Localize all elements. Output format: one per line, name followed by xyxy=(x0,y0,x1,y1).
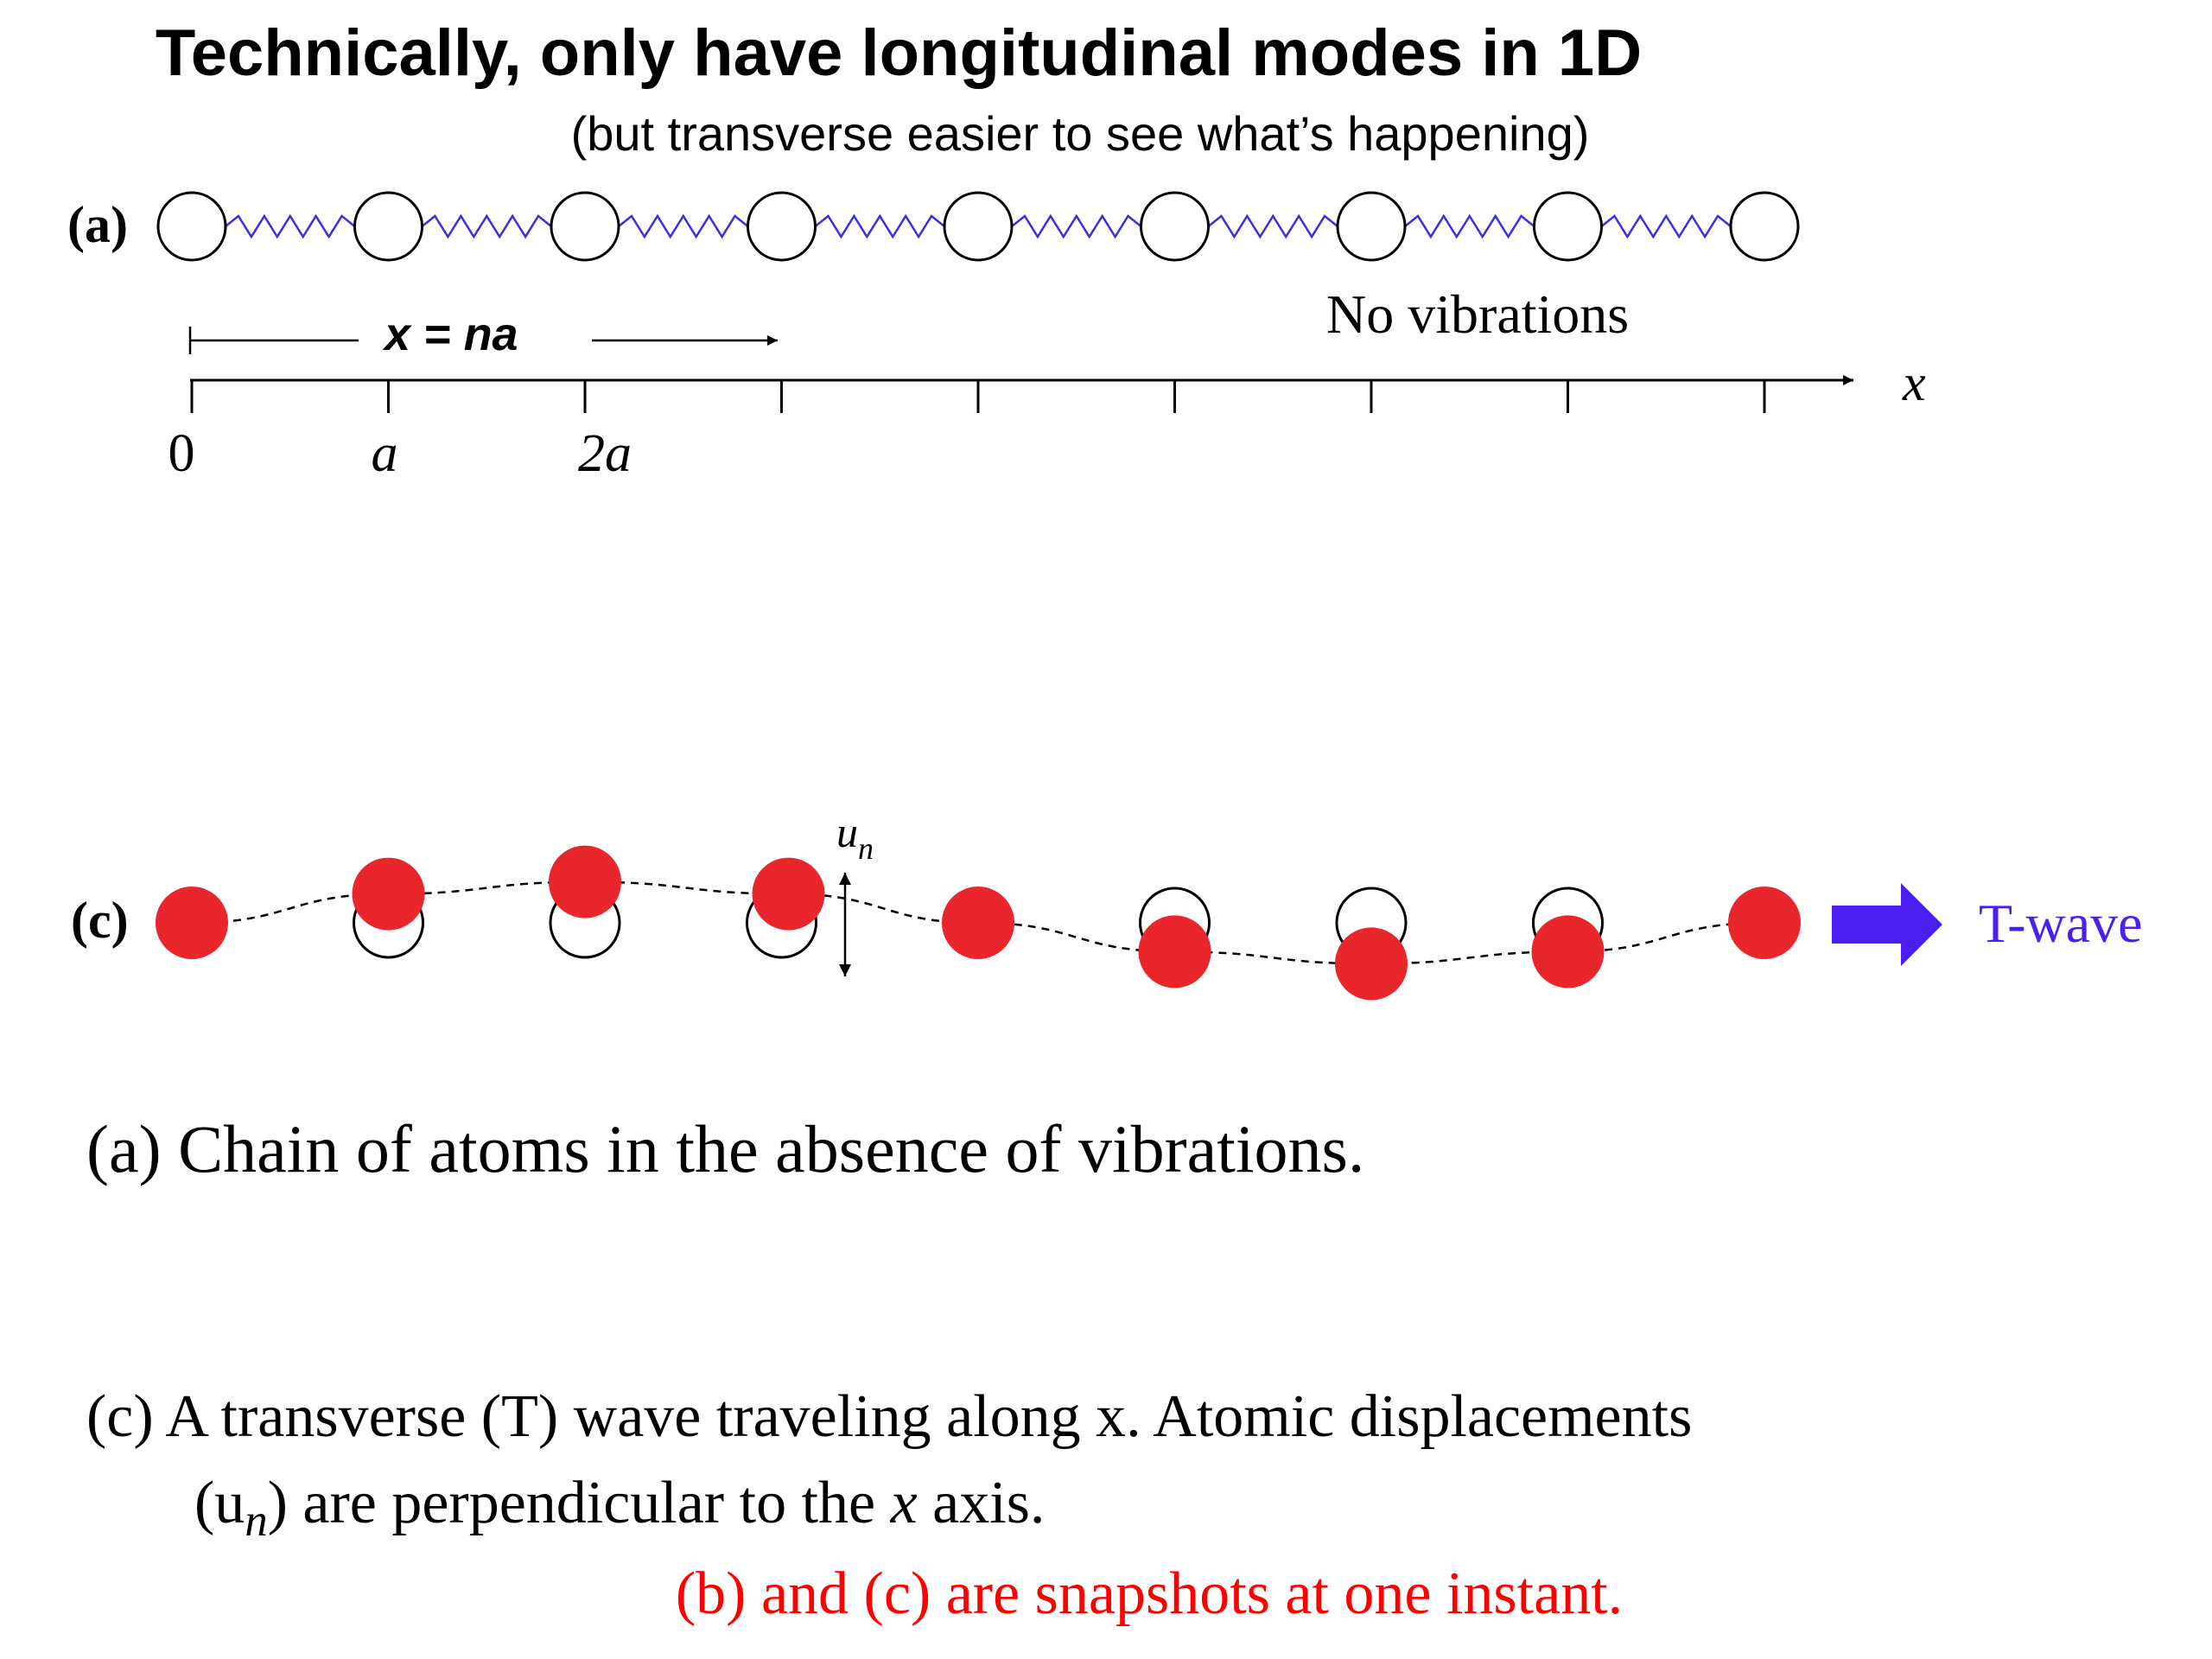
atom-rest xyxy=(747,191,817,262)
tick-label-0: 0 xyxy=(168,424,195,483)
displacement-label: un xyxy=(836,808,874,866)
panel-c-label: (c) xyxy=(71,892,129,949)
caption-note: (b) and (c) are snapshots at one instant… xyxy=(675,1560,1624,1627)
atom-displaced xyxy=(1138,915,1211,988)
no-vibrations-label: No vibrations xyxy=(1326,283,1629,345)
spring xyxy=(1207,213,1338,239)
wave-direction-arrow xyxy=(1832,883,1942,966)
atom-displaced xyxy=(942,887,1014,959)
page-subtitle: (but transverse easier to see what’s hap… xyxy=(570,106,1590,161)
phonon-diagram: (a) No vibrations x = na x 0 a 2a (c) un… xyxy=(67,191,2143,1001)
spring xyxy=(1404,213,1535,239)
atom-displaced xyxy=(752,857,825,931)
page-title: Technically, only have longitudinal mode… xyxy=(155,16,1643,90)
spring xyxy=(421,213,552,239)
atom-rest xyxy=(353,191,423,262)
spring xyxy=(814,213,945,239)
spring xyxy=(618,213,749,239)
spring xyxy=(225,213,356,239)
atom-displaced xyxy=(1728,887,1801,959)
atom-rest xyxy=(156,191,227,262)
spring xyxy=(1600,213,1732,239)
atom-rest xyxy=(1729,191,1800,262)
wave-label: T-wave xyxy=(1979,893,2143,954)
spring-chain xyxy=(225,213,1732,239)
atom-rest xyxy=(1140,191,1210,262)
caption-c-line1: (c) A transverse (T) wave traveling alon… xyxy=(86,1383,1693,1450)
atom-rest xyxy=(550,191,620,262)
atom-rest xyxy=(943,191,1014,262)
tick-label-a: a xyxy=(372,424,398,483)
atom-displaced xyxy=(156,887,228,959)
atom-displaced xyxy=(1531,915,1605,988)
spring xyxy=(1011,213,1142,239)
atom-displaced xyxy=(352,857,425,931)
distance-label: x = na xyxy=(382,308,518,360)
atom-rest xyxy=(1336,191,1407,262)
atom-displaced xyxy=(549,845,621,918)
atom-chain-displaced xyxy=(156,845,1801,1001)
x-axis-label: x xyxy=(1902,354,1926,411)
x-axis-ticks xyxy=(190,380,1766,413)
caption-c-line2: (un) are perpendicular to the x axis. xyxy=(194,1470,1046,1546)
atom-chain-rest xyxy=(156,191,1800,262)
tick-label-2a: 2a xyxy=(578,424,632,483)
atom-rest xyxy=(1533,191,1603,262)
panel-a-label: (a) xyxy=(67,196,128,253)
caption-a: (a) Chain of atoms in the absence of vib… xyxy=(86,1111,1365,1186)
atom-displaced xyxy=(1335,927,1408,1001)
